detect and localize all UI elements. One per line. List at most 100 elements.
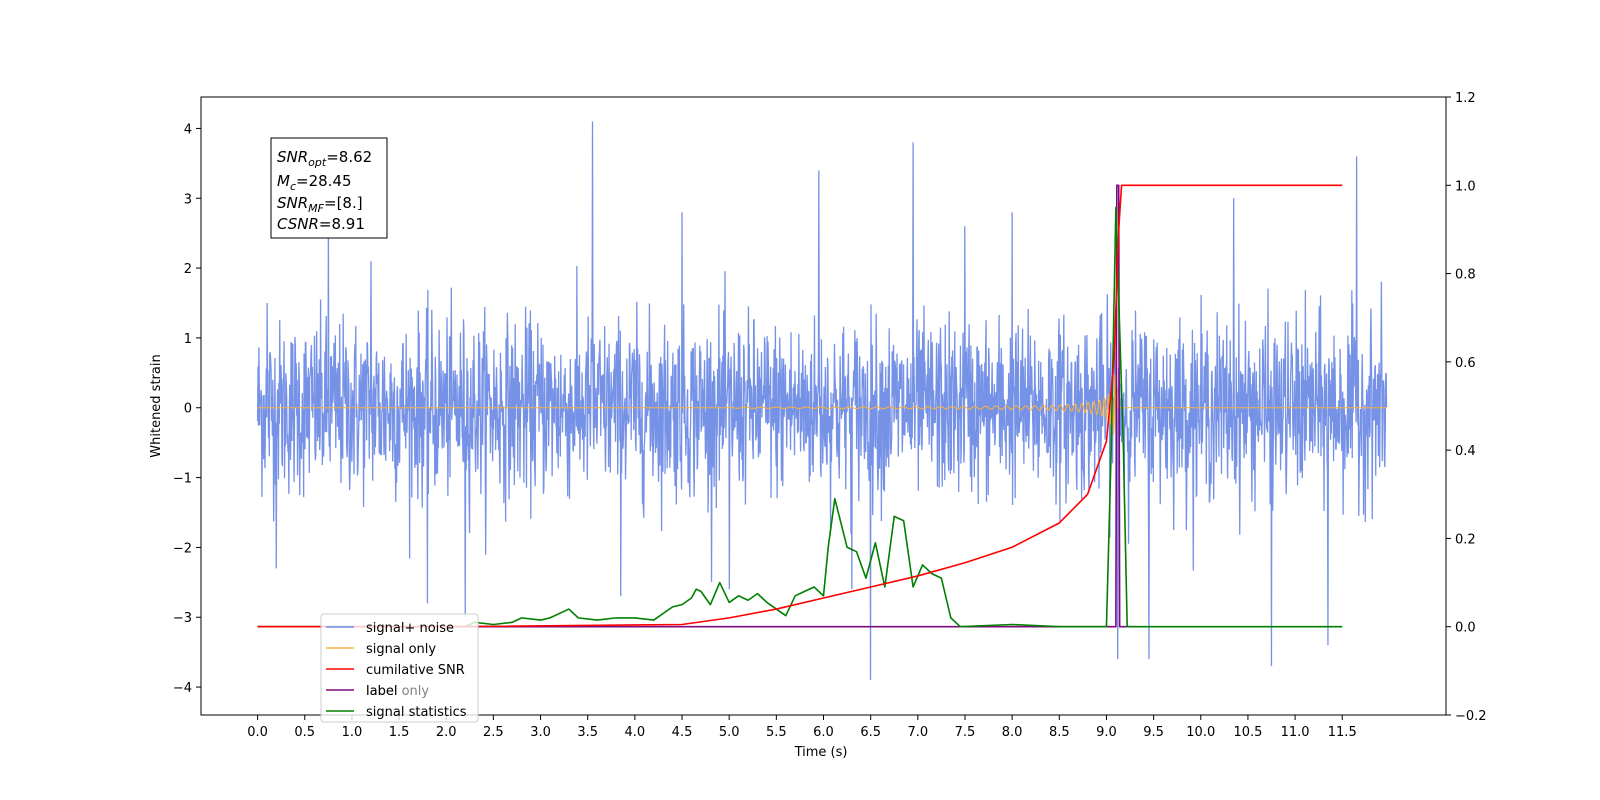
y-left-tick-label: 0 (184, 402, 192, 417)
y-right-tick-label: 0.0 (1455, 621, 1476, 636)
legend-item: signal only (326, 642, 436, 657)
info-box: SNRopt=8.62 Mc=28.45 SNRMF=[8.] CSNR=8.9… (270, 137, 388, 239)
x-tick: 7.5 (955, 715, 976, 740)
x-tick: 9.0 (1096, 715, 1117, 740)
series-signal-only (257, 374, 1387, 467)
legend-label: label only (366, 684, 429, 699)
legend-item: label (326, 684, 397, 699)
x-tick-label: 10.5 (1233, 725, 1262, 740)
legend-label: signal+ noise (366, 621, 454, 636)
x-axis: 0.0 0.5 1.0 1.5 2.0 2.5 3.0 3.5 4.0 4.5 5.0 5.5 6.0 6… (247, 715, 1357, 740)
series-signal-noise (256, 121, 1388, 681)
x-tick: 11.5 (1328, 715, 1357, 740)
y-axis-right: −0.2 0.0 0.2 0.4 0.6 0.8 1.0 1.2 (1446, 91, 1487, 724)
snr-opt-line: SNRopt=8.62 (277, 148, 372, 169)
y-left-tick-label: −2 (173, 541, 192, 556)
legend-label: label (366, 684, 397, 699)
x-tick: 10.5 (1233, 715, 1262, 740)
x-tick-label: 3.5 (577, 725, 598, 740)
y-right-tick: 0.4 (1446, 444, 1476, 459)
x-tick-label: 11.5 (1328, 725, 1357, 740)
y-right-tick: 1.0 (1446, 179, 1476, 194)
x-tick-label: 8.0 (1002, 725, 1023, 740)
y-right-tick-label: −0.2 (1455, 709, 1487, 724)
y-right-tick: 0.6 (1446, 356, 1476, 371)
y-right-tick: 0.2 (1446, 532, 1476, 547)
series-cumilative-snr (257, 184, 1343, 628)
info-box-frame (270, 137, 388, 239)
x-tick: 4.5 (672, 715, 693, 740)
y-right-tick: 0.0 (1446, 621, 1476, 636)
x-tick-label: 0.0 (247, 725, 268, 740)
snr-mf-line: SNRMF=[8.] (277, 194, 363, 215)
y-axis-left: −4 −3 −2 −1 0 1 2 3 4 (173, 122, 201, 696)
x-tick-label: 7.5 (955, 725, 976, 740)
x-tick-label: 0.5 (294, 725, 315, 740)
legend-item: signal statistics (326, 705, 467, 720)
y-left-tick: −1 (173, 472, 201, 487)
y-left-tick-label: 4 (184, 122, 192, 137)
x-tick: 6.5 (860, 715, 881, 740)
y-left-tick: 3 (184, 192, 201, 207)
x-tick: 0.0 (247, 715, 268, 740)
y-left-tick-label: 1 (184, 332, 192, 347)
x-tick: 3.5 (577, 715, 598, 740)
x-tick: 5.0 (719, 715, 740, 740)
legend-item: label only (366, 684, 429, 699)
x-tick-label: 9.5 (1143, 725, 1164, 740)
x-tick-label: 4.5 (672, 725, 693, 740)
legend-frame (320, 613, 479, 723)
y-right-tick-label: 1.2 (1455, 91, 1476, 106)
x-tick-label: 2.0 (436, 725, 457, 740)
x-tick: 4.0 (625, 715, 645, 740)
series-layer (256, 121, 1388, 681)
y-right-tick-label: 0.4 (1455, 444, 1476, 459)
x-tick: 10.0 (1186, 715, 1215, 740)
x-tick: 11.0 (1281, 715, 1310, 740)
y-right-tick: −0.2 (1446, 709, 1487, 724)
y-left-tick-label: 3 (184, 192, 192, 207)
x-tick-label: 6.0 (813, 725, 834, 740)
y-right-tick-label: 0.2 (1455, 532, 1476, 547)
series-signal-statistics (257, 206, 1343, 628)
x-tick-label: 1.5 (389, 725, 410, 740)
x-tick: 6.0 (813, 715, 834, 740)
y-axis-left-label: Whitened strain (149, 354, 164, 457)
y-left-tick-label: −1 (173, 472, 192, 487)
x-tick-label: 10.0 (1186, 725, 1215, 740)
y-left-tick: 1 (184, 332, 201, 347)
legend-item: cumilative SNR (326, 663, 465, 678)
legend-label: cumilative SNR (366, 663, 465, 678)
y-left-tick: −4 (173, 681, 201, 696)
legend-label: signal only (366, 642, 436, 657)
x-tick-label: 2.5 (483, 725, 504, 740)
y-right-tick-label: 0.8 (1455, 268, 1476, 283)
x-tick: 8.0 (1002, 715, 1023, 740)
x-tick-label: 6.5 (860, 725, 881, 740)
x-tick: 8.5 (1049, 715, 1070, 740)
y-left-tick-label: −3 (173, 611, 192, 626)
x-tick: 2.5 (483, 715, 504, 740)
y-left-tick: 2 (184, 262, 201, 277)
y-left-tick: 4 (184, 122, 201, 137)
x-tick-label: 3.0 (530, 725, 551, 740)
x-tick-label: 5.0 (719, 725, 740, 740)
x-tick-label: 5.5 (766, 725, 787, 740)
x-tick: 0.5 (294, 715, 315, 740)
y-right-tick-label: 1.0 (1455, 179, 1476, 194)
x-tick-label: 11.0 (1281, 725, 1310, 740)
x-axis-label: Time (s) (794, 745, 848, 760)
y-right-tick: 1.2 (1446, 91, 1476, 106)
mc-line: Mc=28.45 (277, 172, 352, 193)
y-left-tick-label: 2 (184, 262, 192, 277)
x-tick-label: 1.0 (342, 725, 363, 740)
x-tick-label: 8.5 (1049, 725, 1070, 740)
y-left-tick: 0 (184, 402, 201, 417)
legend-item: signal+ noise (326, 621, 454, 636)
legend-label: signal statistics (366, 705, 467, 720)
x-tick-label: 7.0 (907, 725, 928, 740)
y-right-tick-label: 0.6 (1455, 356, 1476, 371)
y-right-tick: 0.8 (1446, 268, 1476, 283)
legend: signal+ noise signal only cumilative SNR la… (320, 613, 479, 723)
